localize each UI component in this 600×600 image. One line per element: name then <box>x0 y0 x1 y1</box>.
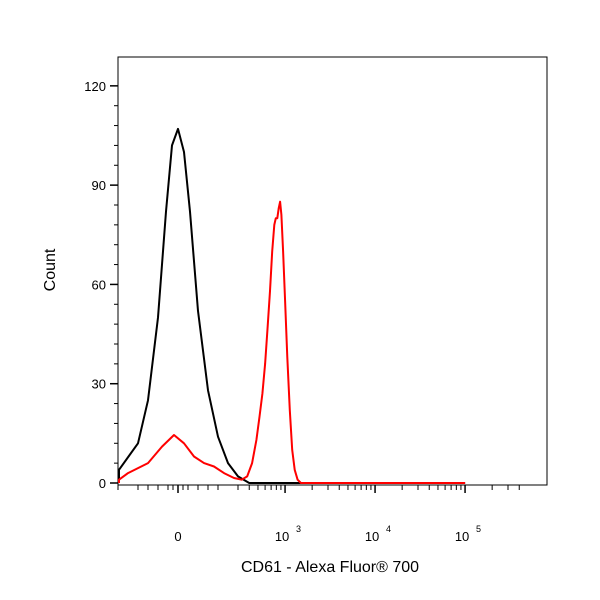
x-tick-label: 10 <box>275 529 289 544</box>
x-tick-exponent: 4 <box>386 524 391 534</box>
y-axis: 0 30 60 90 120 <box>84 79 118 491</box>
y-tick-label: 60 <box>92 277 106 292</box>
series-group <box>118 127 466 484</box>
x-axis-title: CD61 - Alexa Fluor® 700 <box>241 559 419 576</box>
y-tick-label: 0 <box>99 476 106 491</box>
y-axis-title: Count <box>42 248 59 291</box>
y-tick-label: 90 <box>92 178 106 193</box>
plot-frame <box>117 56 548 486</box>
x-axis: 0 10 3 10 4 10 5 <box>117 485 520 544</box>
y-tick-label: 30 <box>92 377 106 392</box>
series-line-0 <box>118 127 466 484</box>
x-tick-exponent: 5 <box>476 524 481 534</box>
series-line-1 <box>118 200 466 484</box>
x-tick-label: 10 <box>455 529 469 544</box>
x-tick-label: 10 <box>365 529 379 544</box>
x-tick-label: 0 <box>174 529 181 544</box>
y-tick-label: 120 <box>84 79 106 94</box>
x-tick-exponent: 3 <box>296 524 301 534</box>
